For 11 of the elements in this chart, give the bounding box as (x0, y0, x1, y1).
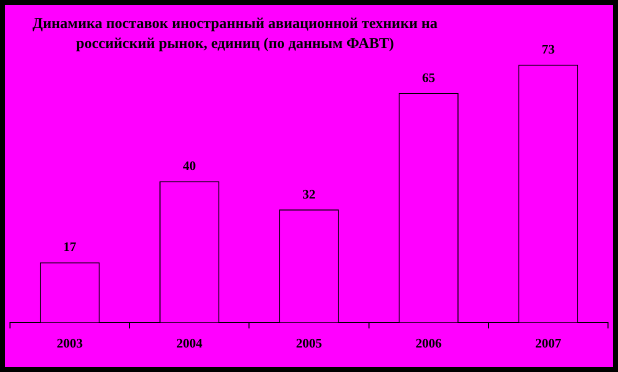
x-tick-label: 2007 (535, 336, 562, 351)
data-label: 65 (422, 70, 436, 85)
data-label: 32 (302, 186, 316, 202)
data-label: 17 (63, 239, 77, 254)
x-tick-label: 2005 (296, 336, 322, 351)
chart-title: Динамика поставок иностранный авиационной техники на российский рынок, единиц (по данным ФАВТ) (32, 15, 438, 54)
x-tick-label: 2003 (56, 336, 84, 351)
x-tick-label: 2004 (176, 336, 203, 351)
data-label: 73 (542, 42, 556, 57)
data-label: 40 (182, 158, 196, 174)
x-tick-label: 2006 (416, 336, 442, 351)
